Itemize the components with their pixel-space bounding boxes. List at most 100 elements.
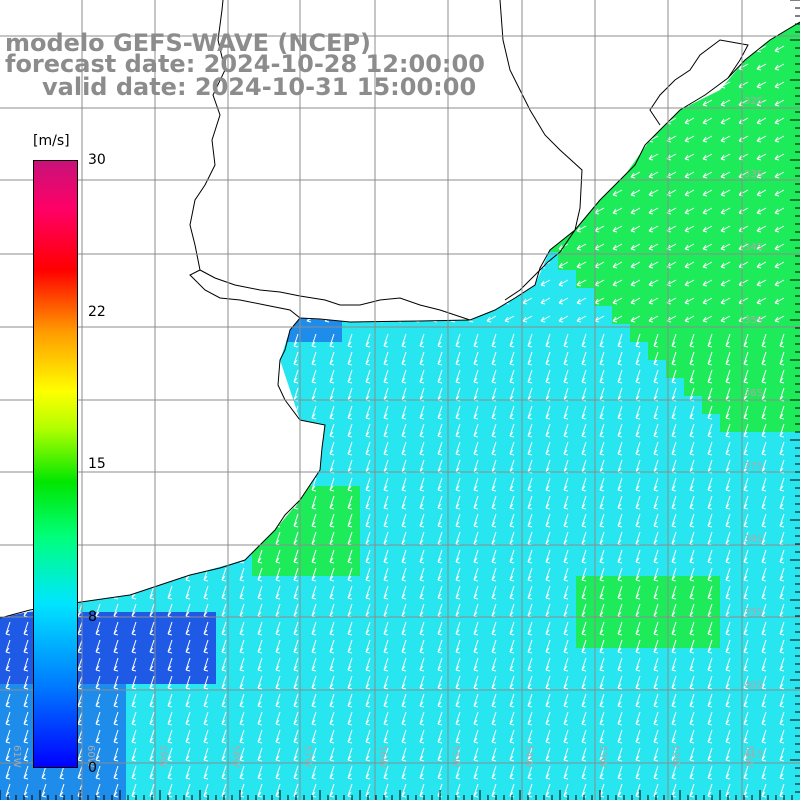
wind-arrow	[275, 693, 281, 708]
field-cell	[522, 522, 540, 540]
wind-arrow	[491, 423, 497, 438]
field-cell	[126, 792, 144, 800]
wind-arrow	[383, 621, 389, 636]
field-cell	[558, 558, 576, 576]
field-cell	[684, 558, 702, 576]
wind-arrow	[720, 315, 731, 323]
wind-arrow	[774, 99, 785, 107]
field-cell	[756, 522, 774, 540]
wind-arrow	[473, 495, 479, 510]
field-cell	[450, 522, 468, 540]
field-cell	[792, 162, 800, 180]
field-cell	[612, 576, 630, 594]
field-cell	[180, 774, 198, 792]
wind-arrow	[671, 477, 677, 492]
field-cell	[144, 612, 162, 630]
wind-arrow	[702, 189, 713, 197]
field-cell	[594, 756, 612, 774]
field-cell	[306, 522, 324, 540]
wind-arrow	[437, 495, 443, 510]
field-cell	[270, 594, 288, 612]
field-cell	[612, 594, 630, 612]
field-cell	[378, 792, 396, 800]
lon-label: 52W	[670, 745, 681, 768]
field-cell	[198, 792, 216, 800]
wind-arrow	[756, 63, 767, 71]
field-cell	[576, 774, 594, 792]
field-cell	[90, 684, 108, 702]
field-cell	[18, 774, 36, 792]
wind-arrow	[275, 621, 281, 636]
field-cell	[378, 612, 396, 630]
wind-arrow	[473, 675, 479, 690]
field-cell	[486, 360, 504, 378]
field-cell	[360, 774, 378, 792]
field-cell	[90, 720, 108, 738]
wind-arrow	[455, 675, 461, 690]
wind-arrow	[653, 351, 659, 366]
wind-arrow	[77, 765, 83, 780]
wind-arrow	[774, 225, 785, 233]
field-cell	[450, 342, 468, 360]
wind-arrow	[581, 729, 587, 744]
wind-arrow	[203, 765, 209, 780]
wind-arrow	[5, 765, 11, 780]
field-cell	[774, 702, 792, 720]
wind-arrow	[630, 243, 641, 251]
field-cell	[720, 540, 738, 558]
field-cell	[468, 720, 486, 738]
wind-arrow	[365, 765, 371, 780]
field-cell	[324, 396, 342, 414]
field-cell	[756, 360, 774, 378]
field-cell	[774, 522, 792, 540]
field-cell	[324, 414, 342, 432]
field-cell	[774, 720, 792, 738]
wind-arrow	[5, 747, 11, 762]
field-cell	[450, 612, 468, 630]
wind-arrow	[419, 675, 425, 690]
wind-arrow	[725, 585, 731, 600]
wind-arrow	[5, 693, 11, 708]
wind-arrow	[293, 657, 299, 672]
field-cell	[720, 504, 738, 522]
field-cell	[432, 486, 450, 504]
wind-arrow	[756, 135, 767, 143]
field-cell	[468, 432, 486, 450]
wind-arrow	[671, 423, 677, 438]
wind-arrow	[329, 495, 335, 510]
field-cell	[306, 684, 324, 702]
wind-arrow	[95, 675, 101, 690]
field-cell	[396, 450, 414, 468]
field-cell	[414, 378, 432, 396]
wind-arrow	[527, 333, 533, 348]
field-cell	[180, 684, 198, 702]
wind-arrow	[383, 639, 389, 654]
field-cell	[378, 540, 396, 558]
wind-arrow	[329, 513, 335, 528]
field-cell	[450, 684, 468, 702]
field-cell	[702, 324, 720, 342]
field-cell	[792, 144, 800, 162]
field-cell	[486, 684, 504, 702]
lon-label: 53W	[597, 745, 608, 768]
field-cell	[612, 702, 630, 720]
field-cell	[396, 468, 414, 486]
field-cell	[234, 774, 252, 792]
wind-arrow	[545, 351, 551, 366]
field-cell	[162, 738, 180, 756]
wind-arrow	[684, 261, 695, 269]
field-cell	[450, 720, 468, 738]
wind-arrow	[23, 621, 29, 636]
field-cell	[378, 342, 396, 360]
lon-label: 56W	[377, 745, 388, 768]
wind-arrow	[743, 513, 749, 528]
field-cell	[648, 522, 666, 540]
wind-arrow	[203, 585, 209, 600]
field-cell	[396, 360, 414, 378]
field-cell	[234, 612, 252, 630]
wind-arrow	[95, 765, 101, 780]
field-cell	[324, 648, 342, 666]
field-cell	[576, 468, 594, 486]
wind-arrow	[401, 621, 407, 636]
field-cell	[756, 324, 774, 342]
